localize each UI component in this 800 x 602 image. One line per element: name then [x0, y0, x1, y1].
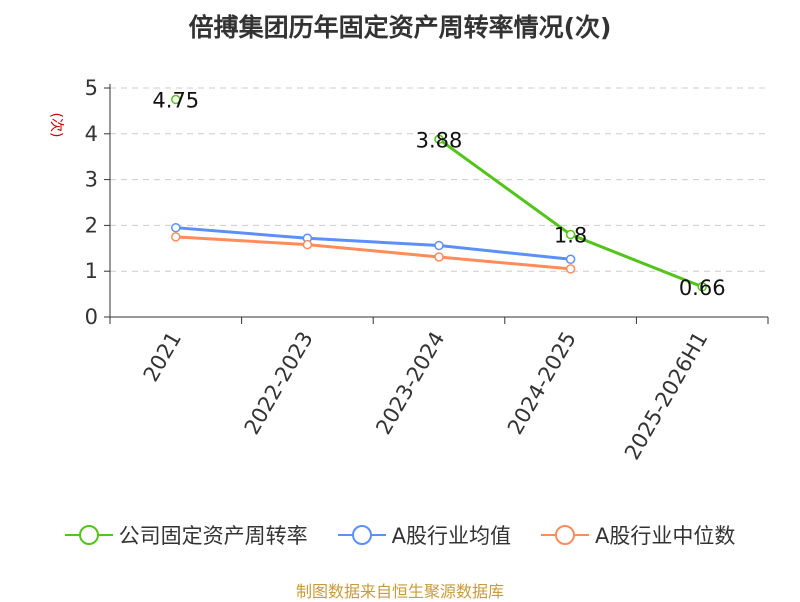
legend-label-industry-median: A股行业中位数: [595, 524, 736, 548]
company-turnover-point: [697, 282, 707, 292]
legend-label-company: 公司固定资产周转率: [118, 524, 308, 548]
legend-swatch-company: [64, 525, 113, 545]
data-label: 4.75: [152, 88, 199, 112]
data-label: 0.66: [679, 276, 726, 300]
y-tick-label: 3: [85, 168, 98, 192]
industry-median-point: [171, 232, 181, 242]
legend-label-industry-mean: A股行业均值: [391, 524, 511, 548]
x-tick-label: 2021: [139, 328, 187, 386]
industry-mean-point: [565, 254, 576, 265]
x-tick-label: 2025-2026H1: [620, 328, 713, 464]
company-turnover-point: [434, 134, 444, 145]
data-label: 1.8: [554, 224, 587, 248]
chart-title: 倍搏集团历年固定资产周转率情况(次): [188, 13, 612, 42]
y-tick-label: 0: [85, 305, 98, 329]
company-turnover-point: [565, 229, 576, 240]
legend: 公司固定资产周转率 A股行业均值 A股行业中位数: [0, 520, 800, 550]
company-turnover-point: [171, 94, 181, 105]
industry-median-point: [302, 239, 313, 250]
industry-mean-point: [171, 222, 181, 233]
legend-item-company[interactable]: 公司固定资产周转率: [64, 520, 308, 550]
legend-item-industry-median[interactable]: A股行业中位数: [541, 520, 735, 550]
y-tick-label: 5: [85, 76, 98, 100]
industry-mean-line: [175, 226, 571, 261]
legend-swatch-industry-median: [541, 525, 589, 545]
industry-median-point: [565, 264, 576, 274]
legend-item-industry-mean[interactable]: A股行业均值: [337, 520, 511, 550]
legend-swatch-industry-mean: [337, 525, 386, 545]
x-tick-label: 2023-2024: [371, 328, 449, 439]
x-tick-label: 2022-2023: [240, 328, 318, 439]
y-tick-label: 4: [85, 122, 98, 146]
industry-median-line: [175, 235, 571, 271]
y-tick-label: 1: [85, 259, 98, 283]
data-label: 3.88: [416, 128, 463, 152]
y-tick-label: 2: [85, 213, 98, 237]
y-axis-label: (次): [48, 113, 64, 138]
source-note: 制图数据来自恒生聚源数据库: [295, 582, 504, 601]
industry-mean-point: [434, 240, 444, 251]
industry-median-point: [434, 252, 444, 262]
x-tick-label: 2024-2025: [503, 328, 581, 439]
